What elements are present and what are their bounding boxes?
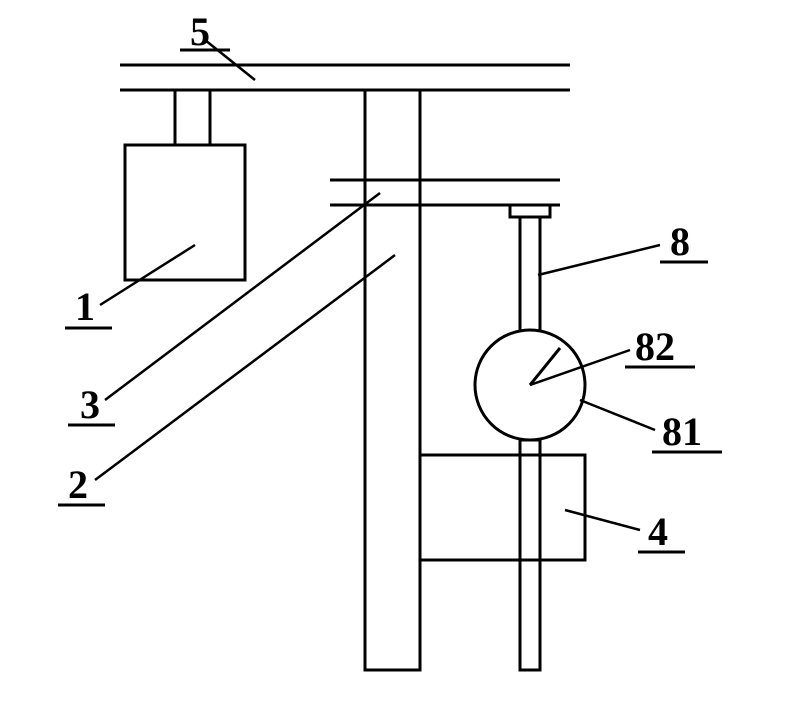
label-n81: 81 [662, 409, 702, 454]
diagram-canvas: 5 1 3 2 8 82 81 4 [0, 0, 800, 725]
label-n4: 4 [648, 509, 668, 554]
connector-top [175, 90, 210, 145]
left-block [125, 145, 245, 280]
label-n8: 8 [670, 219, 690, 264]
label-n82: 82 [635, 324, 675, 369]
label-n3: 3 [80, 382, 100, 427]
label-n5: 5 [190, 9, 210, 54]
right-cap [510, 205, 550, 217]
leader-l2 [95, 255, 395, 480]
leader-l8 [538, 245, 660, 275]
label-n1: 1 [75, 284, 95, 329]
top-bar-fill [120, 65, 570, 90]
right-stem [520, 217, 540, 332]
label-n2: 2 [68, 462, 88, 507]
right-block [420, 455, 585, 560]
leader-l81 [580, 400, 655, 430]
vertical-column [365, 90, 420, 670]
